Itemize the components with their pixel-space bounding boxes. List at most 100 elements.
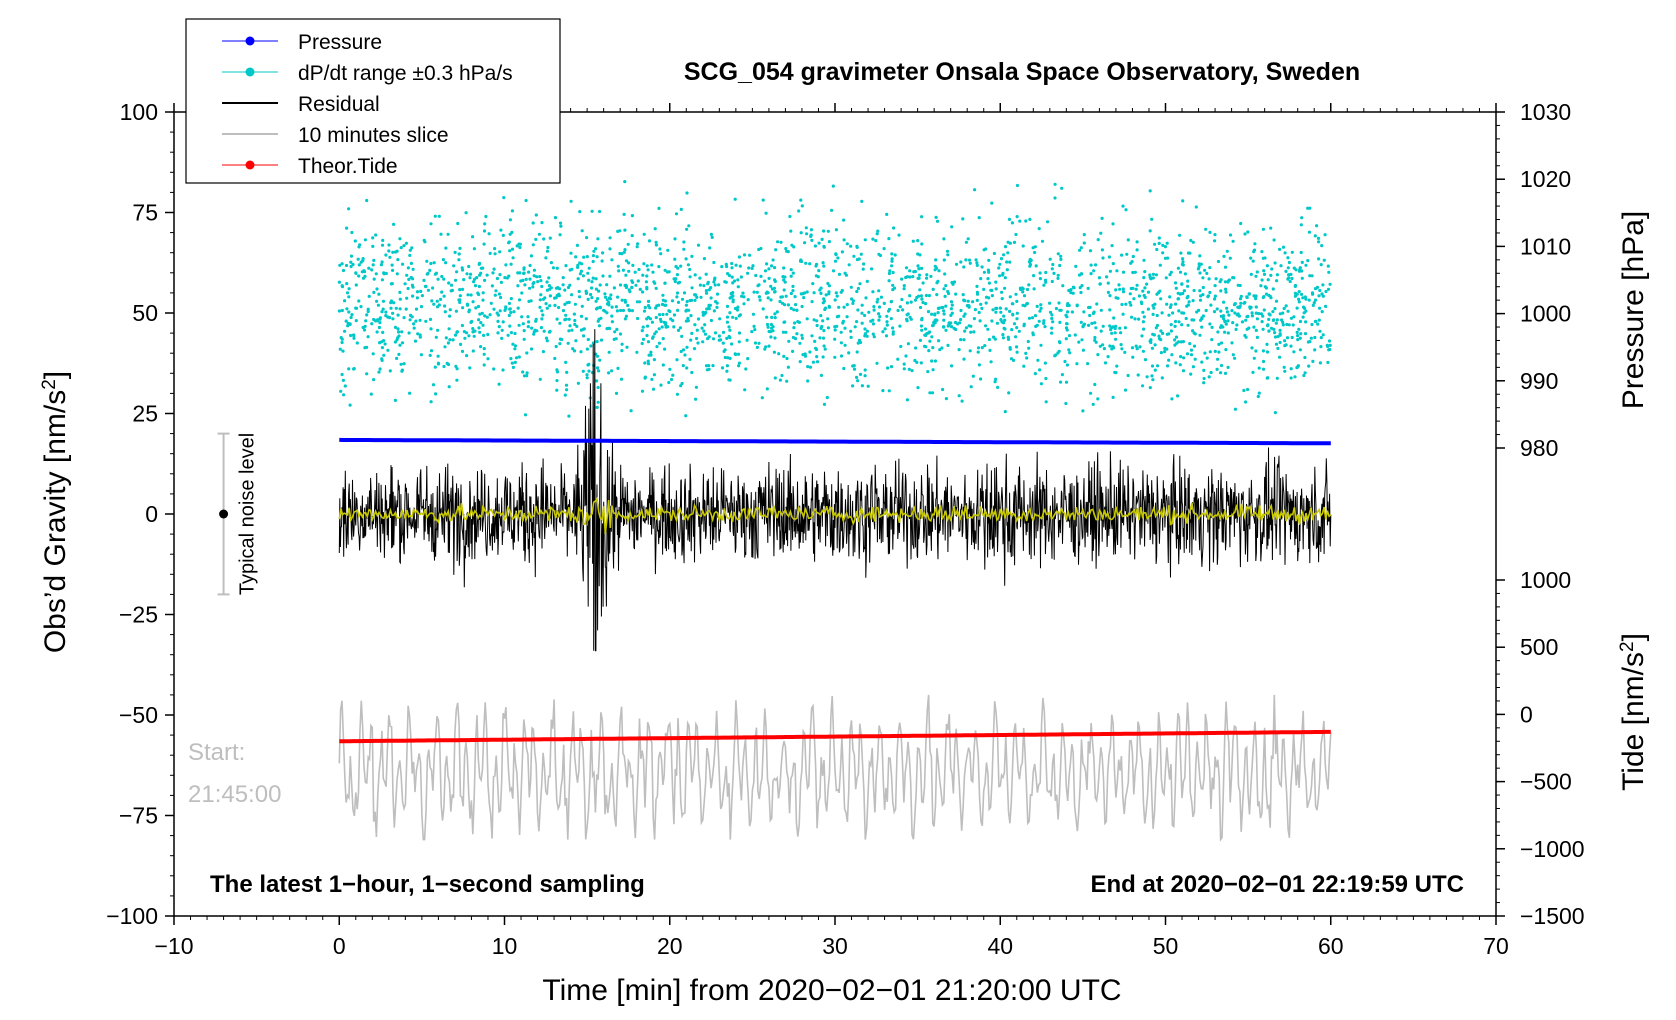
dpdt-point bbox=[1239, 221, 1243, 226]
dpdt-point bbox=[913, 298, 918, 302]
dpdt-point bbox=[734, 263, 738, 267]
dpdt-point bbox=[794, 303, 798, 307]
dpdt-point bbox=[457, 298, 461, 302]
dpdt-point bbox=[703, 332, 708, 336]
dpdt-point bbox=[748, 253, 752, 257]
dpdt-point bbox=[1101, 343, 1105, 347]
dpdt-point bbox=[1230, 341, 1234, 345]
dpdt-point bbox=[1179, 340, 1183, 344]
dpdt-point bbox=[395, 272, 399, 276]
dpdt-point bbox=[620, 342, 624, 346]
dpdt-point bbox=[448, 338, 452, 342]
dpdt-point bbox=[949, 307, 954, 311]
dpdt-point bbox=[1235, 323, 1239, 327]
dpdt-point bbox=[751, 312, 756, 316]
dpdt-point bbox=[1189, 353, 1194, 357]
dpdt-point bbox=[558, 321, 562, 325]
dpdt-point bbox=[407, 277, 411, 281]
dpdt-point bbox=[1261, 256, 1265, 260]
dpdt-point bbox=[822, 329, 826, 333]
dpdt-point bbox=[1168, 295, 1172, 299]
dpdt-point bbox=[587, 369, 591, 373]
dpdt-point bbox=[746, 298, 750, 302]
dpdt-point bbox=[953, 320, 958, 325]
legend-swatch-dot bbox=[245, 67, 255, 77]
dpdt-point bbox=[548, 236, 552, 240]
dpdt-point bbox=[640, 329, 644, 333]
dpdt-point bbox=[872, 308, 876, 312]
dpdt-point bbox=[928, 391, 932, 395]
dpdt-point bbox=[944, 284, 948, 288]
dpdt-point bbox=[522, 267, 526, 271]
dpdt-point bbox=[820, 237, 824, 241]
dpdt-point bbox=[750, 330, 754, 334]
dpdt-point bbox=[564, 313, 568, 317]
dpdt-point bbox=[412, 322, 416, 326]
dpdt-point bbox=[436, 361, 440, 365]
dpdt-point bbox=[765, 262, 769, 266]
dpdt-point bbox=[679, 349, 683, 354]
dpdt-point bbox=[701, 340, 705, 344]
dpdt-point bbox=[389, 282, 393, 286]
dpdt-point bbox=[523, 413, 528, 417]
dpdt-point bbox=[1272, 327, 1276, 331]
dpdt-point bbox=[761, 307, 765, 311]
dpdt-point bbox=[925, 273, 929, 277]
dpdt-point bbox=[1261, 367, 1266, 371]
dpdt-point bbox=[650, 263, 654, 267]
dpdt-point bbox=[688, 275, 692, 279]
dpdt-point bbox=[885, 314, 889, 318]
dpdt-point bbox=[789, 306, 793, 310]
dpdt-point bbox=[857, 338, 862, 342]
dpdt-point bbox=[980, 265, 984, 269]
dpdt-point bbox=[437, 214, 441, 218]
dpdt-point bbox=[374, 233, 378, 237]
dpdt-point bbox=[991, 308, 995, 312]
dpdt-point bbox=[347, 310, 351, 314]
dpdt-point bbox=[492, 307, 496, 311]
dpdt-point bbox=[896, 308, 900, 313]
dpdt-point bbox=[587, 362, 591, 366]
dpdt-point bbox=[843, 343, 847, 347]
dpdt-point bbox=[686, 319, 690, 323]
dpdt-point bbox=[423, 284, 428, 289]
dpdt-point bbox=[479, 271, 483, 275]
dpdt-point bbox=[865, 279, 869, 283]
dpdt-point bbox=[630, 309, 635, 313]
dpdt-point bbox=[989, 360, 993, 364]
dpdt-point bbox=[1114, 288, 1118, 292]
dpdt-point bbox=[777, 352, 781, 356]
dpdt-point bbox=[401, 262, 405, 266]
dpdt-point bbox=[474, 306, 478, 310]
dpdt-point bbox=[428, 268, 432, 272]
dpdt-point bbox=[516, 284, 520, 288]
dpdt-point bbox=[1297, 297, 1301, 301]
dpdt-point bbox=[349, 260, 353, 264]
dpdt-point bbox=[1142, 276, 1146, 280]
dpdt-point bbox=[635, 300, 640, 304]
dpdt-point bbox=[821, 261, 825, 265]
dpdt-point bbox=[403, 282, 407, 286]
dpdt-point bbox=[370, 322, 374, 326]
dpdt-point bbox=[399, 362, 403, 366]
dpdt-point bbox=[950, 364, 954, 368]
dpdt-point bbox=[1058, 320, 1062, 324]
dpdt-point bbox=[634, 283, 638, 287]
dpdt-point bbox=[782, 278, 786, 282]
dpdt-point bbox=[545, 249, 550, 253]
dpdt-point bbox=[1173, 324, 1177, 328]
dpdt-point bbox=[508, 249, 512, 253]
dpdt-point bbox=[366, 309, 370, 314]
dpdt-point bbox=[468, 276, 472, 280]
dpdt-point bbox=[782, 288, 786, 292]
dpdt-point bbox=[1323, 233, 1327, 237]
dpdt-point bbox=[1223, 371, 1228, 375]
legend-item: Residual bbox=[222, 93, 380, 116]
dpdt-point bbox=[879, 295, 884, 299]
dpdt-point bbox=[1174, 361, 1178, 365]
dpdt-point bbox=[1024, 351, 1028, 355]
dpdt-point bbox=[667, 380, 671, 385]
dpdt-point bbox=[902, 287, 906, 291]
dpdt-point bbox=[1050, 267, 1054, 271]
dpdt-point bbox=[594, 277, 598, 281]
